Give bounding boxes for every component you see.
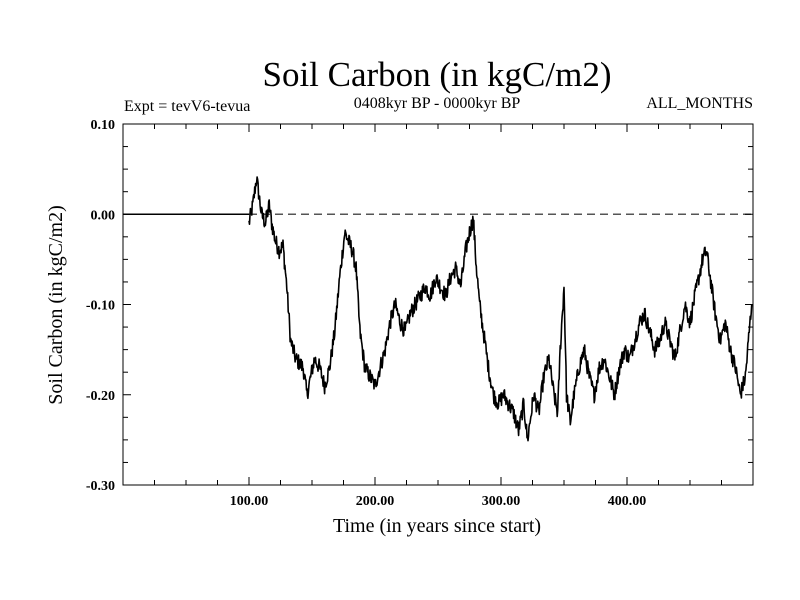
y-tick-label: -0.30 [86, 479, 115, 494]
y-axis-label: Soil Carbon (in kgC/m2) [45, 205, 67, 404]
tick-label-layer: 100.00 200.00 300.00 400.00 0.10 0.00 -0.10 -0.… [86, 118, 646, 509]
experiment-annotation: Expt = tevV6-tevua [124, 98, 250, 115]
y-tick-label: -0.20 [86, 389, 115, 404]
tick-layer [123, 123, 753, 486]
x-tick-label: 300.00 [482, 494, 521, 509]
months-annotation: ALL_MONTHS [646, 95, 753, 112]
chart-title: Soil Carbon (in kgC/m2) [262, 55, 611, 94]
y-tick-label: 0.00 [91, 208, 116, 223]
chart-subtitle: 0408kyr BP - 0000kyr BP [354, 95, 521, 112]
y-tick-label: 0.10 [91, 118, 116, 133]
x-tick-label: 200.00 [356, 494, 395, 509]
data-layer [123, 176, 753, 442]
x-tick-label: 100.00 [230, 494, 269, 509]
soil-carbon-series-line [248, 176, 753, 442]
x-axis-label: Time (in years since start) [333, 515, 541, 537]
y-tick-label: -0.10 [86, 299, 115, 314]
x-tick-label: 400.00 [608, 494, 647, 509]
